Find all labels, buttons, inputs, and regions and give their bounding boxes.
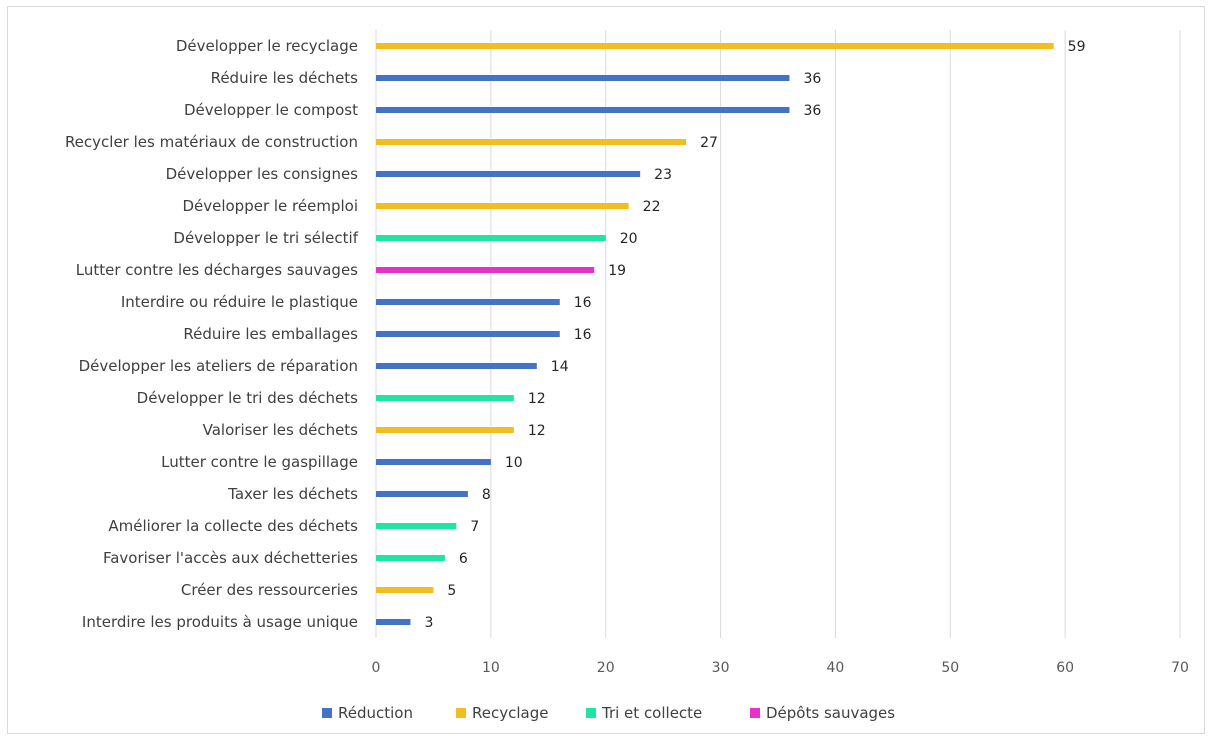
legend-swatch — [750, 708, 760, 718]
bar — [376, 75, 790, 81]
bar — [376, 491, 468, 497]
bar — [376, 171, 641, 177]
category-label: Taxer les déchets — [227, 485, 358, 503]
legend: Réduction Recyclage Tri et collecte Dépôts … — [322, 704, 895, 722]
category-label: Réduire les emballages — [183, 325, 358, 343]
data-label: 36 — [803, 71, 821, 87]
data-label: 8 — [482, 487, 491, 503]
data-label: 59 — [1068, 39, 1086, 55]
bar — [376, 395, 514, 401]
x-tick-label: 60 — [1056, 660, 1074, 676]
x-tick-label: 20 — [597, 660, 615, 676]
bar — [376, 203, 629, 209]
category-label: Développer le tri sélectif — [173, 229, 358, 247]
legend-label: Réduction — [338, 704, 413, 722]
bar — [376, 555, 445, 561]
category-label: Favoriser l'accès aux déchetteries — [103, 549, 358, 567]
data-label: 20 — [620, 231, 638, 247]
x-tick-label: 10 — [482, 660, 500, 676]
category-label: Développer les consignes — [166, 165, 359, 183]
category-label: Valoriser les déchets — [203, 421, 359, 439]
bar — [376, 267, 595, 273]
data-label: 14 — [551, 359, 569, 375]
category-label: Améliorer la collecte des déchets — [108, 517, 358, 535]
category-label: Lutter contre les décharges sauvages — [76, 261, 358, 279]
data-label: 3 — [424, 615, 433, 631]
bar — [376, 363, 537, 369]
x-axis-ticks: 0 10 20 30 40 50 60 70 — [372, 660, 1189, 676]
legend-item: Dépôts sauvages — [750, 704, 895, 722]
category-label: Lutter contre le gaspillage — [161, 453, 358, 471]
legend-swatch — [322, 708, 332, 718]
bar — [376, 619, 411, 625]
data-label: 16 — [574, 327, 592, 343]
bar — [376, 107, 790, 113]
data-label: 19 — [608, 263, 626, 279]
bar — [376, 587, 434, 593]
data-label: 10 — [505, 455, 523, 471]
data-label: 23 — [654, 167, 672, 183]
bar — [376, 139, 687, 145]
legend-label: Tri et collecte — [601, 704, 702, 722]
x-tick-label: 70 — [1171, 660, 1189, 676]
data-label: 7 — [470, 519, 479, 535]
legend-label: Recyclage — [472, 704, 548, 722]
bar — [376, 459, 491, 465]
category-label: Développer le réemploi — [182, 197, 358, 215]
data-label: 22 — [643, 199, 661, 215]
data-label: 6 — [459, 551, 468, 567]
data-label: 16 — [574, 295, 592, 311]
bars — [376, 43, 1054, 625]
category-label: Interdire les produits à usage unique — [82, 613, 358, 631]
legend-label: Dépôts sauvages — [766, 704, 895, 722]
legend-item: Tri et collecte — [586, 704, 702, 722]
bar — [376, 43, 1054, 49]
category-label: Développer le tri des déchets — [137, 389, 359, 407]
category-label: Développer les ateliers de réparation — [79, 357, 358, 375]
data-label: 36 — [803, 103, 821, 119]
data-label: 5 — [447, 583, 456, 599]
bar — [376, 331, 560, 337]
bar — [376, 235, 606, 241]
category-label: Créer des ressourceries — [181, 581, 358, 599]
legend-item: Réduction — [322, 704, 413, 722]
x-tick-label: 50 — [941, 660, 959, 676]
category-label: Développer le compost — [184, 101, 358, 119]
category-label: Développer le recyclage — [176, 37, 358, 55]
category-label: Recycler les matériaux de construction — [65, 133, 358, 151]
category-label: Réduire les déchets — [211, 69, 359, 87]
gridlines — [375, 30, 1181, 638]
x-tick-label: 40 — [827, 660, 845, 676]
category-labels: Développer le recyclage Réduire les déche… — [65, 37, 359, 631]
legend-item: Recyclage — [456, 704, 548, 722]
x-tick-label: 30 — [712, 660, 730, 676]
bar — [376, 427, 514, 433]
legend-swatch — [586, 708, 596, 718]
data-label: 12 — [528, 391, 546, 407]
bar — [376, 299, 560, 305]
data-label: 12 — [528, 423, 546, 439]
data-label: 27 — [700, 135, 718, 151]
category-label: Interdire ou réduire le plastique — [121, 293, 358, 311]
bar — [376, 523, 457, 529]
x-tick-label: 0 — [372, 660, 381, 676]
legend-swatch — [456, 708, 466, 718]
